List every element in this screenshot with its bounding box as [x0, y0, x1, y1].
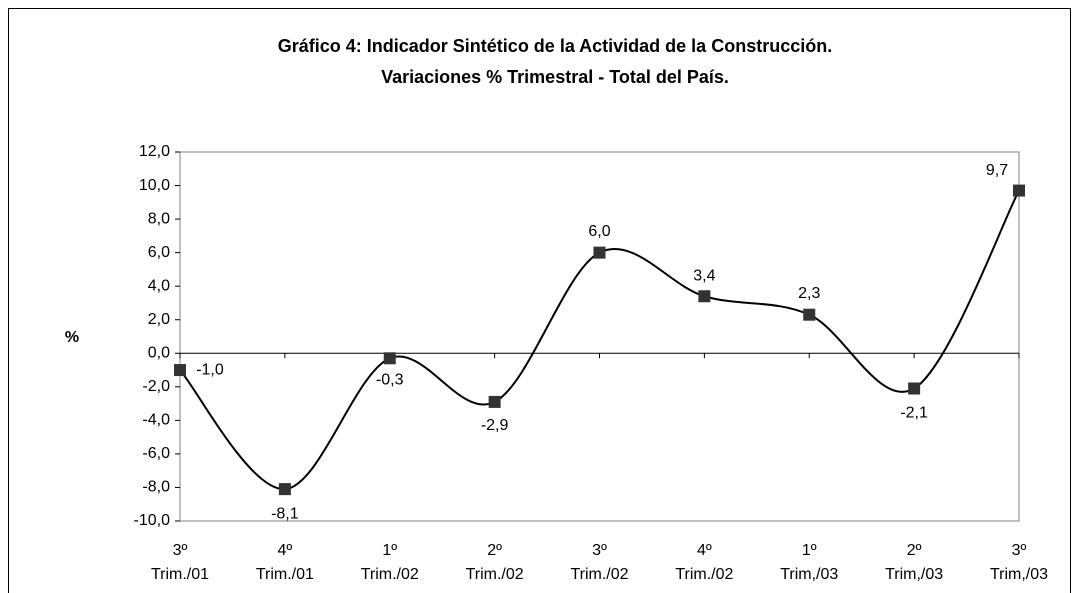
marker — [908, 382, 921, 395]
data-label: 6,0 — [588, 223, 610, 240]
x-tick-label: 3º — [173, 542, 188, 559]
marker — [1013, 184, 1025, 197]
chart-title: Gráfico 4: Indicador Sintético de la Act… — [278, 36, 832, 56]
y-tick-label: -2,0 — [142, 378, 170, 395]
x-tick-label: Trim./02 — [361, 566, 419, 583]
x-tick-label: 2º — [907, 542, 922, 559]
chart-title: Variaciones % Trimestral - Total del Paí… — [381, 67, 729, 87]
marker — [383, 352, 396, 365]
y-tick-label: 2,0 — [148, 311, 170, 328]
data-label: 3,4 — [693, 267, 715, 284]
y-tick-label: 0,0 — [148, 344, 170, 361]
y-tick-label: -4,0 — [142, 412, 170, 429]
data-label: 9,7 — [986, 162, 1008, 179]
data-label: -8,1 — [271, 505, 299, 522]
y-tick-label: 10,0 — [139, 177, 170, 194]
marker — [174, 364, 186, 377]
x-tick-label: Trim,/03 — [990, 566, 1048, 583]
y-tick-label: 6,0 — [148, 244, 170, 261]
data-label: 2,3 — [798, 285, 820, 302]
x-tick-label: 1º — [802, 542, 817, 559]
chart-frame — [8, 8, 1071, 593]
data-label: -0,3 — [376, 372, 404, 389]
x-tick-label: Trim./02 — [466, 566, 524, 583]
x-tick-label: Trim./01 — [151, 566, 209, 583]
x-tick-label: 1º — [382, 542, 397, 559]
y-tick-label: -6,0 — [142, 445, 170, 462]
x-tick-label: Trim,/03 — [885, 566, 943, 583]
y-tick-label: -10,0 — [134, 512, 171, 529]
data-label: -2,1 — [900, 405, 928, 422]
x-tick-label: 2º — [487, 542, 502, 559]
marker — [698, 290, 711, 303]
x-tick-label: Trim,/03 — [780, 566, 838, 583]
y-axis-label: % — [65, 329, 79, 346]
x-tick-label: 4º — [697, 542, 712, 559]
x-tick-label: Trim./01 — [256, 566, 314, 583]
marker — [803, 308, 816, 321]
y-tick-label: -8,0 — [142, 479, 170, 496]
data-line — [179, 190, 1020, 491]
x-tick-label: 3º — [1012, 542, 1027, 559]
y-tick-label: 4,0 — [148, 277, 170, 294]
data-label: -1,0 — [196, 361, 224, 378]
y-tick-label: 12,0 — [139, 143, 170, 160]
x-tick-label: Trim./02 — [570, 566, 628, 583]
marker — [593, 246, 606, 259]
data-label: -2,9 — [481, 417, 509, 434]
marker — [488, 395, 501, 408]
y-tick-label: 8,0 — [148, 210, 170, 227]
x-tick-label: 4º — [278, 542, 293, 559]
plot-area — [179, 151, 1020, 522]
x-tick-label: Trim./02 — [675, 566, 733, 583]
x-tick-label: 3º — [592, 542, 607, 559]
marker — [278, 483, 291, 496]
